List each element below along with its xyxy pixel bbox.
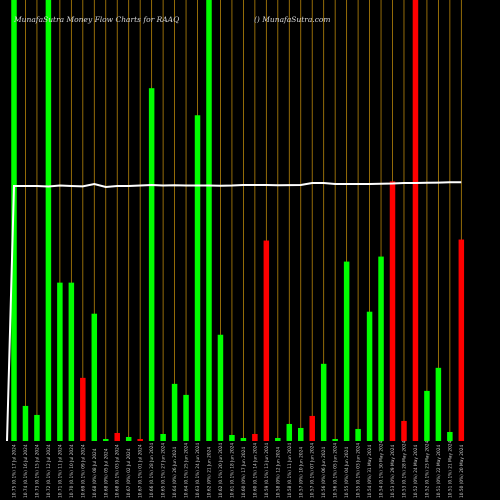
- bar: [217, 334, 224, 441]
- tick-label: 10.51 (0%) 22 May 2024: [436, 445, 442, 498]
- tick-label: 10.54 (0.1%) 30 May 2024: [379, 440, 385, 498]
- bar: [320, 363, 327, 441]
- chart-source: () MunafaSutra.com: [254, 15, 331, 24]
- bar: [458, 239, 465, 441]
- tick-label: 10.57 (0.1%) 07 Jun 2024: [310, 443, 316, 498]
- tick-label: 10.67 (0.1%) 01 Jul 2024: [138, 444, 144, 498]
- bar: [401, 420, 407, 441]
- tick-label: 10.70 (0.1%) 10 Jul 2024: [69, 444, 75, 498]
- bar: [286, 423, 293, 441]
- bar: [252, 433, 258, 441]
- bar: [125, 436, 132, 441]
- bar: [366, 311, 373, 441]
- bar: [332, 438, 338, 441]
- tick-label: 10.62 (0%) 21 Jun 2024: [206, 447, 212, 498]
- bar: [91, 313, 98, 441]
- tick-label: 10.52 (0%) 24 May 2024: [413, 445, 419, 498]
- bar: [309, 415, 315, 441]
- tick-label: 10.60 (0.1%) 14 Jun 2024: [252, 443, 258, 498]
- tick-label: 10.50 (0%) 20 May 2024: [459, 445, 465, 498]
- tick-label: 10.64 (0.1%) 25 Jun 2024: [184, 443, 190, 498]
- tick-label: 10.51 (0.1%) 21 May 2024: [447, 440, 453, 498]
- tick-label: 10.55 (0.1%) 03 Jun 2024: [356, 443, 362, 498]
- tick-label: 10.58 (0.1%) 11 Jun 2024: [287, 443, 293, 498]
- tick-label: 10.53 (0.1%) 28 May 2024: [401, 440, 407, 498]
- bar: [68, 282, 75, 441]
- tick-label: 10.64 (0%) 26 Jun 2024: [172, 447, 178, 498]
- bar: [447, 431, 453, 441]
- bar: [435, 367, 442, 441]
- bar: [171, 383, 178, 441]
- tick-label: 10.55 (0%) 04 Jun 2024: [344, 447, 350, 498]
- tick-label: 10.68 (0%) 08 Jul 2024: [92, 448, 98, 498]
- tick-label: 10.61 (0.1%) 18 Jun 2024: [229, 443, 235, 498]
- tick-label: 10.66 (0.1%) 28 Jun 2024: [149, 443, 155, 498]
- bar: [160, 433, 166, 441]
- bar: [378, 256, 384, 441]
- bar: [412, 0, 419, 442]
- bar: [263, 240, 270, 441]
- tick-label: 10.65 (0.1%) 27 Jun 2024: [161, 443, 167, 498]
- tick-label: 10.68 (0.1%) 03 Jul 2024: [115, 444, 121, 498]
- bar: [389, 181, 396, 441]
- price-line-layer: [6, 181, 462, 442]
- bar: [103, 438, 109, 441]
- bar: [183, 394, 189, 441]
- bar: [240, 437, 247, 441]
- tick-label: 10.68 (0%) 05 Jul 2024: [103, 448, 109, 498]
- tick-label: 10.56 (0%) 06 Jun 2024: [321, 447, 327, 498]
- tick-label: 10.71 (0.1%) 11 Jul 2024: [57, 444, 63, 498]
- tick-label: 10.52 (0.1%) 23 May 2024: [424, 440, 430, 498]
- bar-series: [11, 0, 465, 442]
- tick-label: 10.69 (0.1%) 09 Jul 2024: [80, 444, 86, 498]
- tick-label: 10.59 (0.1%) 13 Jun 2024: [264, 443, 270, 498]
- tick-label: 10.58 (0%) 12 Jun 2024: [275, 447, 281, 498]
- bar: [148, 88, 155, 441]
- bar: [57, 282, 63, 441]
- price-line: [6, 181, 462, 442]
- tick-label: 10.73 (0.1%) 15 Jul 2024: [34, 444, 40, 498]
- chart-title: MunafaSutra Money Flow Charts for RAAQ: [14, 15, 180, 24]
- tick-label: 10.74 (0.1%) 16 Jul 2024: [23, 444, 29, 498]
- bar: [206, 0, 212, 442]
- bar: [355, 428, 361, 441]
- tick-label: 10.63 (0.1%) 24 Jun 2024: [195, 443, 201, 498]
- bar: [343, 261, 350, 441]
- tick-label: 10.53 (0%) 29 May 2024: [390, 445, 396, 498]
- tick-label: 10.72 (0.1%) 12 Jul 2024: [46, 444, 52, 498]
- bar: [229, 434, 235, 441]
- tick-label: 10.62 (0.1%) 20 Jun 2024: [218, 443, 224, 498]
- bar: [194, 115, 201, 442]
- tick-label: 10.67 (0%) 02 Jul 2024: [126, 448, 132, 498]
- bar: [22, 405, 29, 441]
- bar: [80, 377, 86, 441]
- tick-label: 10.57 (0%) 10 Jun 2024: [298, 447, 304, 498]
- bar: [298, 427, 304, 441]
- tick-label: 10.75 (0.1%) 17 Jul 2024: [12, 444, 18, 498]
- tick-label: 10.54 (0%) 31 May 2024: [367, 445, 373, 498]
- bar: [45, 0, 52, 442]
- tick-label: 10.56 (0.1%) 05 Jun 2024: [333, 443, 339, 498]
- bar: [34, 414, 40, 441]
- bar: [137, 438, 143, 441]
- tick-label: 10.60 (0%) 17 Jun 2024: [241, 447, 247, 498]
- bar: [424, 390, 430, 441]
- bar: [275, 437, 281, 441]
- x-axis-tick-labels: 10.75 (0.1%) 17 Jul 2024 10.74 (0.1%) 16 …: [12, 440, 465, 498]
- bar: [114, 432, 120, 441]
